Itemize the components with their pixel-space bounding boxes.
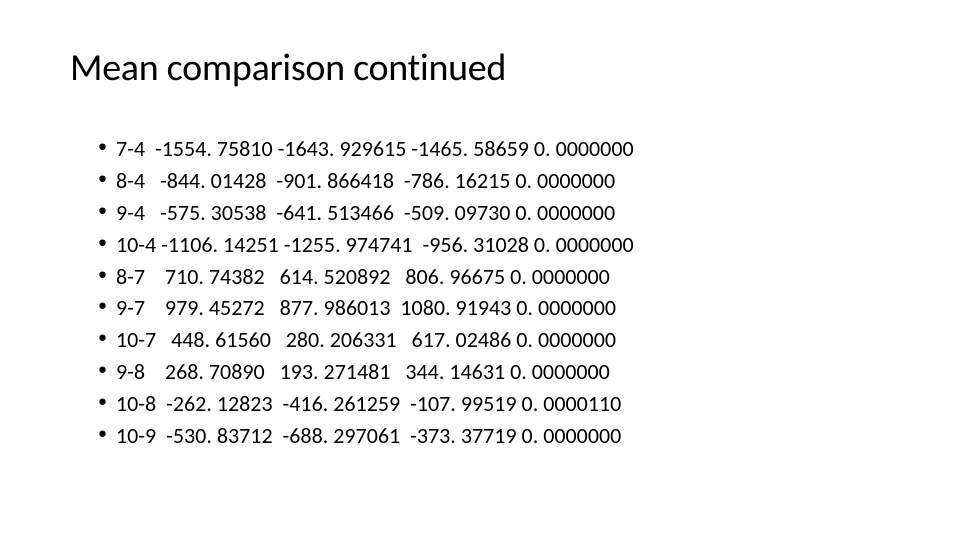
list-item: 8-7 710. 74382 614. 520892 806. 96675 0.… [98,261,890,293]
list-item: 10-9 -530. 83712 -688. 297061 -373. 3771… [98,420,890,452]
list-item: 10-4 -1106. 14251 -1255. 974741 -956. 31… [98,229,890,261]
list-item: 10-7 448. 61560 280. 206331 617. 02486 0… [98,324,890,356]
list-item: 7-4 -1554. 75810 -1643. 929615 -1465. 58… [98,133,890,165]
list-item: 8-4 -844. 01428 -901. 866418 -786. 16215… [98,165,890,197]
comparison-list: 7-4 -1554. 75810 -1643. 929615 -1465. 58… [70,133,890,452]
list-item: 9-8 268. 70890 193. 271481 344. 14631 0.… [98,356,890,388]
list-item: 10-8 -262. 12823 -416. 261259 -107. 9951… [98,388,890,420]
list-item: 9-4 -575. 30538 -641. 513466 -509. 09730… [98,197,890,229]
slide-title: Mean comparison continued [70,45,890,91]
list-item: 9-7 979. 45272 877. 986013 1080. 91943 0… [98,292,890,324]
